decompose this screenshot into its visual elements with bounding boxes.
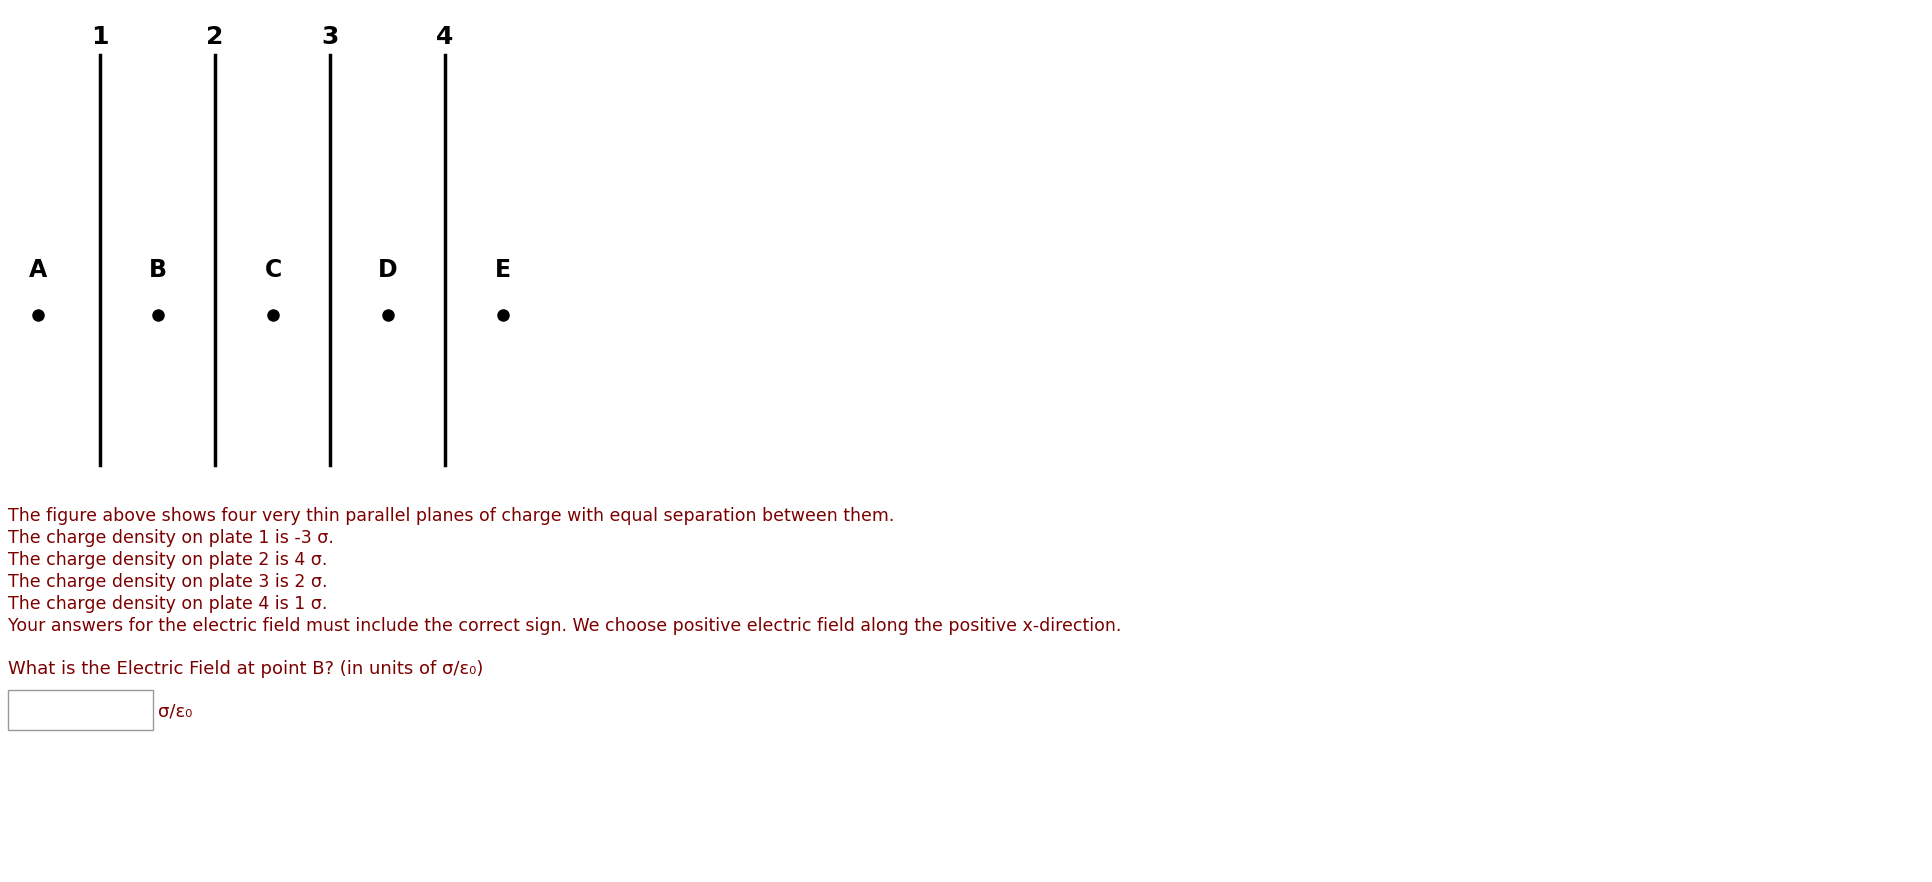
Text: The charge density on plate 1 is -3 σ.: The charge density on plate 1 is -3 σ. xyxy=(8,529,334,547)
Text: B: B xyxy=(149,258,166,282)
Text: 4: 4 xyxy=(437,25,454,49)
Text: C: C xyxy=(265,258,282,282)
Text: σ/ε₀: σ/ε₀ xyxy=(158,703,193,721)
Text: 3: 3 xyxy=(321,25,338,49)
Text: The charge density on plate 2 is 4 σ.: The charge density on plate 2 is 4 σ. xyxy=(8,551,327,569)
Text: What is the Electric Field at point B? (in units of σ/ε₀): What is the Electric Field at point B? (… xyxy=(8,660,483,678)
Text: E: E xyxy=(495,258,512,282)
Text: The figure above shows four very thin parallel planes of charge with equal separ: The figure above shows four very thin pa… xyxy=(8,507,895,525)
Text: D: D xyxy=(379,258,398,282)
Text: 1: 1 xyxy=(91,25,108,49)
Text: The charge density on plate 4 is 1 σ.: The charge density on plate 4 is 1 σ. xyxy=(8,595,327,613)
Text: 2: 2 xyxy=(207,25,224,49)
Text: A: A xyxy=(29,258,46,282)
Text: Your answers for the electric field must include the correct sign. We choose pos: Your answers for the electric field must… xyxy=(8,617,1121,635)
Bar xyxy=(8,690,153,730)
Text: The charge density on plate 3 is 2 σ.: The charge density on plate 3 is 2 σ. xyxy=(8,573,328,591)
